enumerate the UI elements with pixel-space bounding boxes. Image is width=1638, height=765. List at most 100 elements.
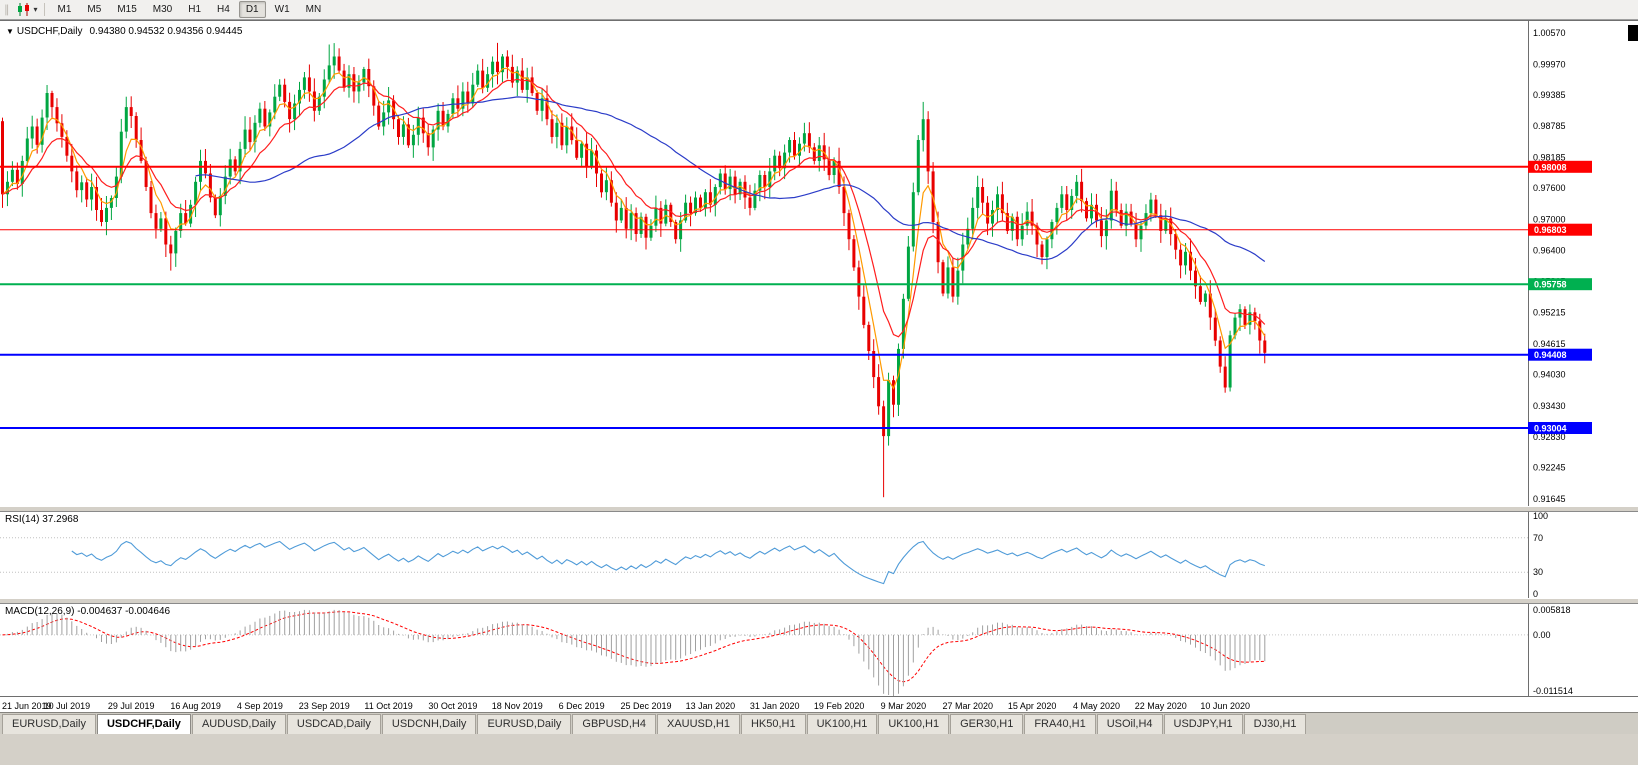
chart-canvas[interactable]: 1.00570 0.99970 0.99385 0.98785 0.98185 0.976… (0, 20, 1638, 712)
chart-tab-9[interactable]: UK100,H1 (806, 714, 878, 734)
chart-tab-15[interactable]: DJ30,H1 (1243, 714, 1307, 734)
svg-text:21 Jun 2019: 21 Jun 2019 (2, 701, 52, 711)
rsi-indicator-label: RSI(14) 37.2968 (5, 514, 79, 525)
svg-text:27 Mar 2020: 27 Mar 2020 (943, 701, 994, 711)
period-button-w1[interactable]: W1 (274, 4, 290, 15)
chart-type-icon[interactable] (16, 3, 32, 16)
svg-text:0.95758: 0.95758 (1534, 280, 1567, 290)
period-button-mn[interactable]: MN (305, 4, 322, 15)
svg-text:10 Jul 2019: 10 Jul 2019 (44, 701, 91, 711)
hline-price-badge-0.98008: 0.98008 (1528, 160, 1592, 173)
period-button-d1[interactable]: D1 (238, 1, 266, 18)
chart-tab-5[interactable]: EURUSD,Daily (477, 714, 572, 734)
svg-text:18 Nov 2019: 18 Nov 2019 (492, 701, 543, 711)
svg-text:6 Dec 2019: 6 Dec 2019 (559, 701, 605, 711)
chart-tab-4[interactable]: USDCNH,Daily (381, 714, 477, 734)
svg-text:11 Oct 2019: 11 Oct 2019 (364, 701, 412, 711)
quick-trade-caret-icon[interactable]: ▼ (6, 27, 14, 36)
rsi-line (71, 540, 1265, 585)
svg-text:22 May 2020: 22 May 2020 (1135, 701, 1187, 711)
period-button-m5[interactable]: M5 (87, 4, 102, 15)
svg-text:4 May 2020: 4 May 2020 (1073, 701, 1120, 711)
chart-title-ohlc: 0.94380 0.94532 0.94356 0.94445 (89, 26, 243, 37)
svg-text:25 Dec 2019: 25 Dec 2019 (620, 701, 671, 711)
chart-tab-8[interactable]: HK50,H1 (740, 714, 806, 734)
svg-text:0.97000: 0.97000 (1533, 214, 1566, 224)
svg-text:10 Jun 2020: 10 Jun 2020 (1200, 701, 1250, 711)
svg-text:0: 0 (1533, 589, 1538, 599)
chart-tab-bar: EURUSD,Daily USDCHF,Daily AUDUSD,Daily USDC… (0, 712, 1638, 734)
period-button-h4[interactable]: H4 (217, 4, 230, 15)
svg-text:0.93430: 0.93430 (1533, 401, 1566, 411)
toolbar: ∥ ▾ M1 M5 M15 M30 H1 H4 D1 W1 MN (0, 0, 1638, 20)
chart-tab-0[interactable]: EURUSD,Daily (2, 714, 96, 734)
macd-signal-line (2, 611, 1265, 683)
chart-tab-14[interactable]: USDJPY,H1 (1163, 714, 1243, 734)
chart-window: 1.00570 0.99970 0.99385 0.98785 0.98185 0.976… (0, 20, 1638, 712)
period-button-h1[interactable]: H1 (188, 4, 202, 15)
hline-price-badge-0.96803: 0.96803 (1528, 223, 1592, 236)
svg-text:0.94408: 0.94408 (1534, 350, 1567, 360)
hline-price-badge-0.94408: 0.94408 (1528, 348, 1592, 361)
chart-tab-12[interactable]: FRA40,H1 (1024, 714, 1096, 734)
svg-text:0.92830: 0.92830 (1533, 432, 1566, 442)
svg-text:0.96400: 0.96400 (1533, 246, 1566, 256)
svg-text:0.94615: 0.94615 (1533, 339, 1566, 349)
svg-text:16 Aug 2019: 16 Aug 2019 (170, 701, 221, 711)
mid-ma-line (2, 78, 1266, 338)
period-button-m15[interactable]: M15 (117, 4, 137, 15)
rsi-pane: 100 70 30 0 (0, 511, 1548, 599)
window-corner-mark (1628, 25, 1638, 41)
svg-text:0.92245: 0.92245 (1533, 463, 1566, 473)
svg-text:0.99385: 0.99385 (1533, 90, 1566, 100)
svg-text:4 Sep 2019: 4 Sep 2019 (237, 701, 283, 711)
chart-tab-7[interactable]: XAUUSD,H1 (656, 714, 740, 734)
svg-text:0.005818: 0.005818 (1533, 605, 1571, 615)
svg-text:0.93004: 0.93004 (1534, 424, 1567, 434)
toolbar-separator (43, 3, 45, 16)
svg-text:13 Jan 2020: 13 Jan 2020 (686, 701, 736, 711)
svg-text:0.95215: 0.95215 (1533, 308, 1566, 318)
chart-tab-10[interactable]: UK100,H1 (878, 714, 950, 734)
chart-tab-2[interactable]: AUDUSD,Daily (191, 714, 286, 734)
svg-text:30 Oct 2019: 30 Oct 2019 (428, 701, 477, 711)
period-button-m30[interactable]: M30 (152, 4, 173, 15)
svg-text:0.94030: 0.94030 (1533, 370, 1566, 380)
chart-tab-1[interactable]: USDCHF,Daily (96, 714, 191, 734)
window-bottom-strip (0, 734, 1638, 765)
chart-title-symbol: USDCHF,Daily (16, 26, 83, 37)
chart-tab-3[interactable]: USDCAD,Daily (286, 714, 381, 734)
svg-text:31 Jan 2020: 31 Jan 2020 (750, 701, 800, 711)
svg-text:15 Apr 2020: 15 Apr 2020 (1008, 701, 1057, 711)
toolbar-drag-handle-icon[interactable]: ∥ (4, 4, 10, 16)
hline-price-badge-0.95758: 0.95758 (1528, 278, 1592, 291)
svg-text:0.91645: 0.91645 (1533, 494, 1566, 504)
svg-text:0.98185: 0.98185 (1533, 153, 1566, 163)
toolbar-periods: M1 M5 M15 M30 H1 H4 D1 W1 MN (50, 1, 330, 18)
chart-type-caret-icon[interactable]: ▾ (33, 5, 38, 14)
svg-text:0.00: 0.00 (1533, 630, 1551, 640)
pane-splitter-1[interactable] (0, 506, 1638, 512)
chart-tab-11[interactable]: GER30,H1 (950, 714, 1024, 734)
svg-text:70: 70 (1533, 533, 1543, 543)
svg-text:23 Sep 2019: 23 Sep 2019 (299, 701, 350, 711)
svg-text:0.98785: 0.98785 (1533, 121, 1566, 131)
svg-text:1.00570: 1.00570 (1533, 28, 1566, 38)
macd-pane: 0.005818 0.00 -0.011514 (0, 605, 1573, 696)
svg-text:0.97600: 0.97600 (1533, 183, 1566, 193)
svg-text:29 Jul 2019: 29 Jul 2019 (108, 701, 155, 711)
svg-text:0.96803: 0.96803 (1534, 225, 1567, 235)
hline-price-badge-0.93004: 0.93004 (1528, 422, 1592, 434)
macd-histogram (7, 609, 1266, 696)
period-button-m1[interactable]: M1 (57, 4, 72, 15)
chart-tab-13[interactable]: USOil,H4 (1096, 714, 1163, 734)
macd-indicator-label: MACD(12,26,9) -0.004637 -0.004646 (5, 606, 171, 617)
chart-title: ▼ USDCHF,Daily 0.94380 0.94532 0.94356 0.9… (6, 26, 242, 37)
svg-text:100: 100 (1533, 511, 1548, 521)
svg-text:9 Mar 2020: 9 Mar 2020 (881, 701, 927, 711)
chart-tab-6[interactable]: GBPUSD,H4 (572, 714, 656, 734)
svg-text:19 Feb 2020: 19 Feb 2020 (814, 701, 865, 711)
pane-splitter-2[interactable] (0, 598, 1638, 604)
svg-text:30: 30 (1533, 567, 1543, 577)
